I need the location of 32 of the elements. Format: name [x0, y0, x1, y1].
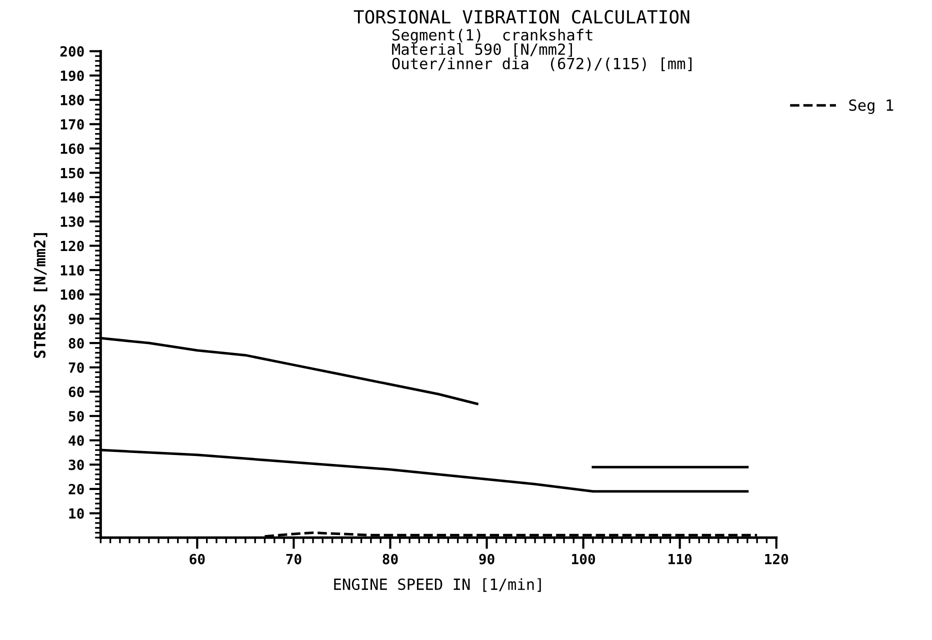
x-tick-label: 100 [572, 554, 596, 564]
y-tick-label: 140 [60, 192, 84, 203]
chart-title: TORSIONAL VIBRATION CALCULATION [354, 10, 690, 24]
y-tick-label: 200 [60, 46, 84, 57]
x-tick-label: 70 [286, 554, 302, 564]
y-tick-label: 40 [68, 435, 84, 446]
y-tick-label: 20 [68, 484, 84, 494]
x-tick-label: 90 [479, 554, 494, 564]
y-tick-label: 190 [60, 70, 84, 82]
y-tick-label: 120 [60, 240, 84, 252]
y-tick-label: 50 [68, 410, 84, 422]
y-tick-label: 130 [60, 216, 84, 227]
legend-label: Seg 1 [849, 99, 894, 114]
y-tick-label: 30 [68, 460, 84, 470]
y-tick-label: 60 [68, 386, 84, 398]
chart-subtitle: Segment(1) crankshaft Material 590 [N/mm2] Outer/inner dia (672)/(115) [mm] [392, 28, 692, 72]
x-axis-title: ENGINE SPEED IN [1/min] [334, 578, 541, 592]
y-tick-label: 70 [68, 362, 84, 373]
y-tick-label: 170 [60, 119, 84, 130]
x-tick-label: 80 [382, 554, 398, 564]
y-tick-label: 150 [60, 168, 84, 178]
x-tick-label: 60 [190, 554, 205, 564]
y-tick-label: 180 [60, 94, 84, 106]
y-tick-label: 90 [68, 314, 84, 324]
y-tick-label: 100 [60, 289, 84, 300]
x-tick-label: 110 [668, 554, 692, 564]
y-tick-label: 80 [68, 338, 84, 349]
y-tick-label: 10 [69, 508, 84, 519]
y-tick-label: 110 [60, 265, 84, 276]
y-tick-label: 160 [60, 143, 84, 154]
x-tick-label: 120 [765, 554, 788, 564]
y-axis-title: STRESS [N/mm2] [34, 233, 48, 358]
